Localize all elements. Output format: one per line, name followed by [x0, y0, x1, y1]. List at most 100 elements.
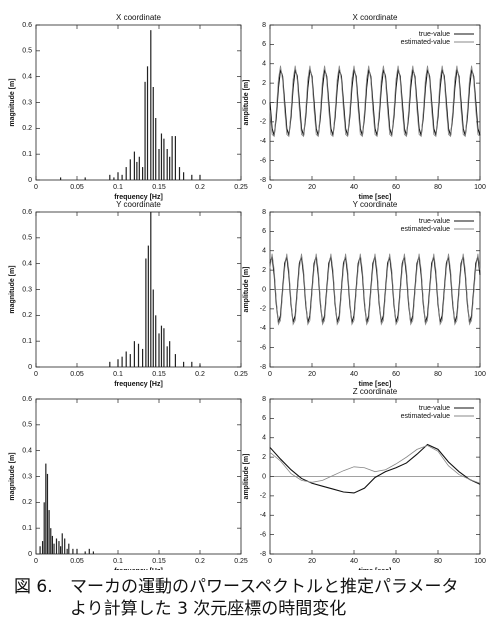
bar [166, 149, 168, 180]
bar [150, 30, 152, 180]
bar [183, 361, 185, 367]
x-tick-label: 80 [434, 558, 442, 565]
x-tick-label: 0.25 [234, 558, 248, 565]
y-tick-label: 0.3 [22, 473, 32, 480]
y-tick-label: 0.5 [22, 422, 32, 429]
bar [142, 167, 144, 180]
y-tick-label: 8 [262, 22, 266, 29]
y-tick-label: 0 [28, 364, 32, 371]
bar [41, 541, 44, 554]
bar [50, 528, 52, 554]
x-tick-label: 0 [268, 184, 272, 191]
x-tick-label: 0.2 [195, 558, 205, 565]
bar [117, 359, 119, 367]
caption-text: より計算した 3 次元座標の時間変化 [70, 599, 347, 619]
chart-title: X coordinate [116, 13, 161, 22]
bar [121, 356, 123, 367]
y-tick-label: 4 [262, 248, 266, 255]
bar [183, 172, 185, 180]
y-tick-label: 8 [262, 396, 266, 403]
bar [169, 341, 171, 367]
x-tick-label: 20 [308, 184, 316, 191]
x-tick-label: 0.15 [152, 184, 166, 191]
bar [92, 551, 94, 554]
bar [109, 361, 111, 367]
y-tick-label: -2 [260, 119, 266, 126]
y-tick-label: 0.2 [22, 125, 32, 132]
y-tick-label: 0.2 [22, 312, 32, 319]
legend-label: true-value [419, 405, 450, 412]
bar [60, 177, 62, 180]
x-tick-label: 60 [392, 371, 400, 378]
data-line [269, 443, 481, 494]
y-tick-label: -8 [260, 177, 266, 184]
bar [61, 533, 63, 554]
y-tick-label: 6 [262, 415, 266, 422]
x-tick-label: 0.2 [195, 371, 205, 378]
bar [109, 174, 111, 180]
y-tick-label: 0.1 [22, 338, 32, 345]
x-tick-label: 0.1 [113, 184, 123, 191]
caption-text: マーカの運動のパワースペクトルと推定パラメータ [70, 577, 459, 597]
caption-line: 図 6. マーカの運動のパワースペクトルと推定パラメータ [14, 576, 494, 598]
bar [60, 546, 62, 554]
x-tick-label: 0 [34, 184, 38, 191]
x-axis-label: time [sec] [359, 568, 392, 570]
y-tick-label: 6 [262, 41, 266, 48]
x-tick-label: 0.1 [113, 558, 123, 565]
bar [84, 177, 86, 180]
x-axis-label: frequency [Hz] [114, 194, 163, 201]
legend-label: true-value [419, 218, 450, 225]
y-tick-label: 0.2 [22, 499, 32, 506]
y-axis-label: magnitude [m] [9, 452, 16, 500]
bar [191, 361, 193, 367]
chart-title: X coordinate [353, 13, 398, 22]
bar [169, 156, 171, 180]
y-tick-label: -4 [260, 325, 266, 332]
y-tick-label: 6 [262, 228, 266, 235]
y-tick-label: -4 [260, 138, 266, 145]
bar [48, 510, 50, 554]
y-tick-label: 0.3 [22, 99, 32, 106]
x-tick-label: 0 [268, 558, 272, 565]
x-axis-label: time [sec] [359, 381, 392, 388]
bar [152, 87, 154, 180]
x-tick-label: 0 [34, 558, 38, 565]
bar [125, 351, 127, 367]
bar [45, 463, 47, 554]
y-tick-label: 0.5 [22, 48, 32, 55]
x-tick-label: 0.15 [152, 558, 166, 565]
y-tick-label: 0 [262, 99, 266, 106]
plot-frame [35, 398, 242, 555]
y-tick-label: 0.1 [22, 151, 32, 158]
bar [113, 177, 115, 180]
y-axis-label: amplitude [m] [243, 267, 250, 313]
y-tick-label: 0.6 [22, 22, 32, 29]
chart-title: Y coordinate [353, 200, 398, 209]
bar [199, 174, 201, 180]
x-tick-label: 20 [308, 371, 316, 378]
bar [125, 167, 127, 180]
bar [84, 551, 86, 554]
x-tick-label: 0.1 [113, 371, 123, 378]
x-tick-label: 100 [474, 184, 486, 191]
y-tick-label: 0.4 [22, 448, 32, 455]
bar [53, 543, 55, 554]
y-tick-label: 0.6 [22, 209, 32, 216]
bar [155, 315, 157, 367]
bar [174, 136, 176, 180]
y-tick-label: 0 [28, 551, 32, 558]
y-tick-label: 0.4 [22, 261, 32, 268]
x-tick-label: 0.2 [195, 184, 205, 191]
bar [46, 473, 49, 554]
x-tick-label: 40 [350, 184, 358, 191]
x-tick-label: 0 [34, 371, 38, 378]
bar [64, 538, 66, 554]
x-tick-label: 0.25 [234, 371, 248, 378]
legend-label: estimated-value [401, 413, 451, 420]
bar [137, 343, 140, 367]
y-tick-label: 4 [262, 435, 266, 442]
y-tick-label: -4 [260, 512, 266, 519]
y-axis-label: amplitude [m] [243, 80, 250, 126]
